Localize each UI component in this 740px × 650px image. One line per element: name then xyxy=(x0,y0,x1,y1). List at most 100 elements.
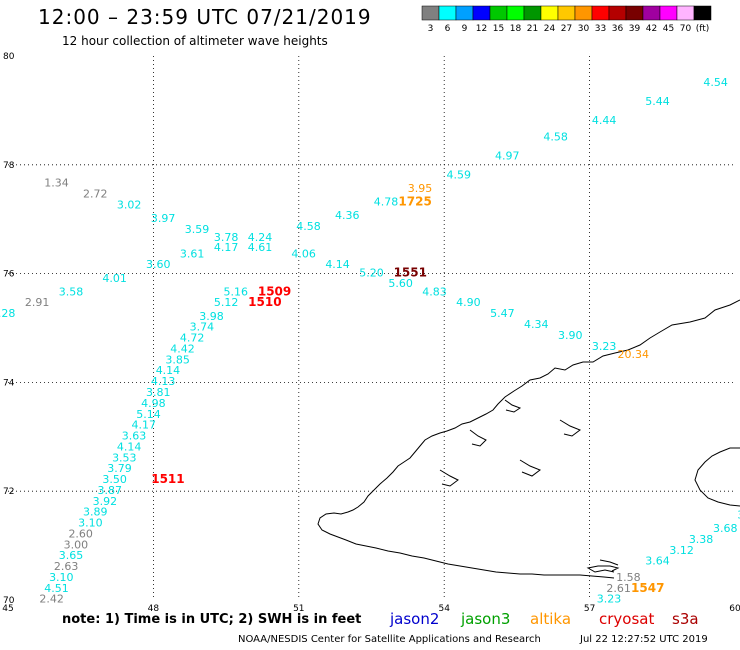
colorbar-label: 30 xyxy=(578,24,590,34)
wave-height-value: 4.14 xyxy=(325,258,350,271)
wave-height-value: 3.65 xyxy=(59,549,84,562)
wave-height-value: 3.79 xyxy=(107,462,132,475)
wave-height-value: 4.14 xyxy=(117,440,142,453)
wave-height-value: 3.97 xyxy=(151,212,176,225)
colorbar-label: 27 xyxy=(561,24,572,34)
wave-height-value: 3.89 xyxy=(83,506,108,519)
wave-height-value: 3.81 xyxy=(146,386,171,399)
wave-height-value: 4.97 xyxy=(495,149,520,162)
wave-height-value: 4.90 xyxy=(456,296,481,309)
satellite-s3a: s3a xyxy=(672,610,699,628)
lon-tick-label: 45 xyxy=(2,604,13,614)
coastline-inner-path xyxy=(439,399,619,566)
wave-height-value: 2.72 xyxy=(83,187,108,200)
wave-height-value: 3.38 xyxy=(689,533,714,546)
wave-height-value: 4.58 xyxy=(543,130,568,143)
wave-height-value: 3.78 xyxy=(214,231,239,244)
lon-tick-label: 48 xyxy=(148,604,160,614)
colorbar-label: 21 xyxy=(527,24,538,34)
colorbar-swatch xyxy=(489,5,508,21)
colorbar-swatch xyxy=(693,5,712,21)
satellite-jason2: jason2 xyxy=(390,610,440,628)
lat-lon-grid xyxy=(8,56,735,600)
wave-height-value: 3.61 xyxy=(180,247,205,260)
colorbar-swatch xyxy=(438,5,457,21)
wave-height-value: 4.36 xyxy=(335,209,360,222)
wave-height-value: 4.06 xyxy=(291,247,316,260)
wave-height-labels: 1.342.723.023.973.593.784.174.244.614.58… xyxy=(0,76,740,606)
colorbar-swatch xyxy=(608,5,627,21)
wave-height-value: 3.58 xyxy=(59,285,84,298)
wave-height-value: 5.16 xyxy=(224,285,249,298)
wave-height-value: 3.98 xyxy=(199,310,224,323)
lon-tick-label: 51 xyxy=(293,604,304,614)
colorbar-swatch xyxy=(574,5,593,21)
coastline-path xyxy=(317,299,740,579)
wave-height-value: 4.14 xyxy=(156,364,181,377)
wave-height-value: 1.58 xyxy=(616,571,641,584)
colorbar-label: 12 xyxy=(476,24,487,34)
wave-height-value: 3.92 xyxy=(93,495,118,508)
pass-time-label: 1551 xyxy=(394,265,427,279)
pass-time-label: 1511 xyxy=(151,472,184,486)
colorbar-label: 45 xyxy=(663,24,674,34)
colorbar-swatch xyxy=(591,5,610,21)
lon-tick-label: 60 xyxy=(729,604,740,614)
wave-height-value: 2.61 xyxy=(606,582,631,595)
wave-height-value: 2.42 xyxy=(39,593,64,606)
wave-height-value: 2.60 xyxy=(68,527,93,540)
wave-height-value: 4.51 xyxy=(44,582,69,595)
lat-tick-label: 74 xyxy=(3,378,15,388)
wave-height-value: 4.59 xyxy=(446,168,471,181)
pass-time-label: 1725 xyxy=(398,195,431,209)
wave-height-value: 2.63 xyxy=(54,560,79,573)
wave-height-value: 3.68 xyxy=(713,522,738,535)
timestamp-text: Jul 22 12:27:52 UTC 2019 xyxy=(580,634,708,645)
wave-height-value: 3.85 xyxy=(165,353,190,366)
lon-tick-label: 54 xyxy=(438,604,450,614)
wave-height-value: 5.14 xyxy=(136,408,161,421)
wave-height-value: 4.13 xyxy=(151,375,176,388)
credit-text: NOAA/NESDIS Center for Satellite Applica… xyxy=(238,634,541,645)
colorbar-swatch xyxy=(506,5,525,21)
colorbar-label: 15 xyxy=(493,24,504,34)
colorbar-label: 33 xyxy=(595,24,606,34)
color-scale-legend: 3 6 9 12 15 18 21 24 27 30 33 36 39 42 45 70 (ft) xyxy=(421,5,712,34)
axis-tick-labels: 45 48 51 54 57 60 80 78 76 74 72 70 xyxy=(2,52,740,614)
wave-height-value: 3.63 xyxy=(122,430,147,443)
wave-height-value: 4.58 xyxy=(296,220,321,233)
wave-height-value: 4.72 xyxy=(180,332,205,345)
lon-tick-label: 57 xyxy=(584,604,595,614)
wave-height-value: 4.17 xyxy=(131,419,156,432)
wave-height-value: 3.23 xyxy=(592,340,617,353)
colorbar-label: (ft) xyxy=(696,24,710,34)
lat-tick-label: 72 xyxy=(3,487,14,497)
wave-height-value: 5.60 xyxy=(388,277,413,290)
colorbar-swatch xyxy=(659,5,678,21)
wave-height-value: 4.83 xyxy=(422,285,447,298)
wave-height-value: 4.01 xyxy=(102,272,127,285)
wave-height-value: 3.34 xyxy=(737,508,740,521)
lat-tick-label: 76 xyxy=(3,270,15,280)
colorbar-label: 42 xyxy=(646,24,657,34)
wave-height-value: 3.23 xyxy=(597,593,622,606)
wave-height-value: 4.42 xyxy=(170,342,195,355)
lat-tick-label: 80 xyxy=(3,52,15,62)
colorbar-swatch xyxy=(540,5,559,21)
wave-height-value: 3.02 xyxy=(117,198,142,211)
colorbar-label: 36 xyxy=(612,24,624,34)
wave-height-value: 5.47 xyxy=(490,307,515,320)
colorbar-label: 70 xyxy=(680,24,692,34)
wave-height-value: 3.74 xyxy=(190,321,215,334)
wave-height-value: 1.34 xyxy=(44,177,69,190)
wave-height-value: 4.34 xyxy=(524,318,549,331)
wave-height-value: 3.28 xyxy=(0,307,15,320)
colorbar-swatch xyxy=(557,5,576,21)
pass-time-label: 1509 xyxy=(258,284,291,298)
pass-time-label: 1547 xyxy=(631,581,664,595)
wave-height-value: 3.53 xyxy=(112,451,137,464)
wave-height-value: 4.78 xyxy=(374,196,399,209)
page-subtitle: 12 hour collection of altimeter wave hei… xyxy=(62,34,328,48)
